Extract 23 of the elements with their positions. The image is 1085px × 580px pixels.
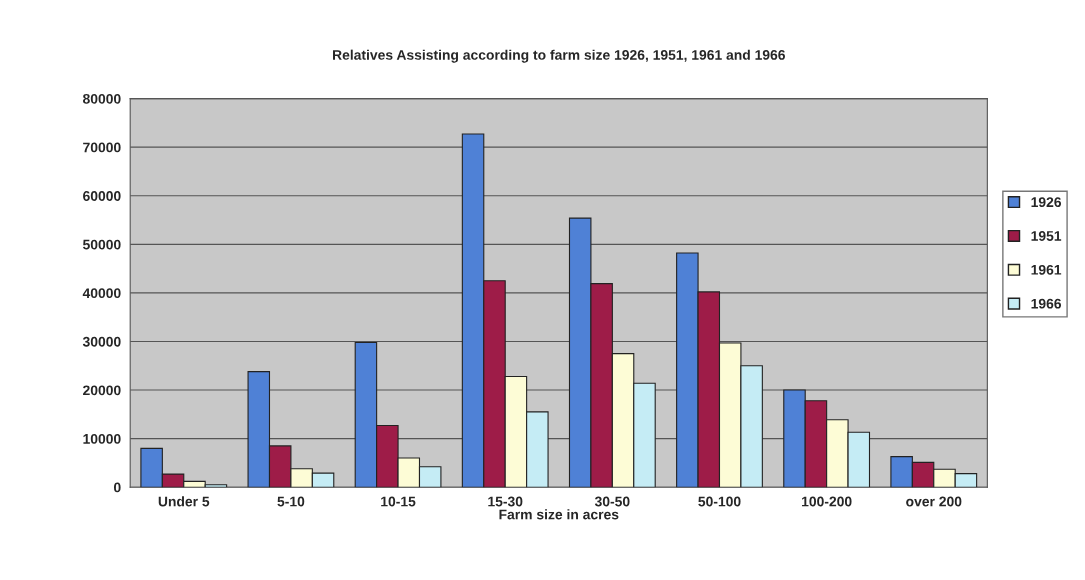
y-tick-label: 70000	[83, 142, 121, 153]
x-tick-label: 10-15	[381, 496, 416, 507]
x-tick-label: 15-30	[488, 496, 523, 507]
chart-title: Relatives Assisting according to farm size 1926, 1951, 1961 and 1966	[333, 49, 785, 63]
x-tick-label: 50-100	[698, 496, 741, 507]
x-tick-label: over 200	[906, 496, 962, 507]
x-tick-label: 30-50	[594, 496, 630, 507]
y-tick-label: 80000	[83, 93, 121, 104]
y-tick-label: 40000	[82, 288, 121, 299]
y-tick-label: 30000	[82, 336, 121, 347]
x-tick-label: Under 5	[158, 496, 210, 507]
x-tick-label: 100-200	[802, 496, 852, 507]
legend-label: 1926	[1031, 197, 1062, 208]
x-tick-label: 5-10	[277, 496, 305, 507]
legend-label: 1966	[1031, 298, 1062, 309]
y-tick-label: 50000	[82, 239, 121, 250]
legend-label: 1961	[1031, 264, 1062, 275]
y-tick-label: 20000	[83, 385, 121, 396]
x-axis-title: Farm size in acres	[499, 509, 619, 520]
legend-label: 1951	[1031, 231, 1062, 241]
y-tick-label: 10000	[83, 433, 121, 444]
y-tick-label: 0	[114, 482, 121, 493]
y-tick-label: 60000	[83, 191, 121, 201]
